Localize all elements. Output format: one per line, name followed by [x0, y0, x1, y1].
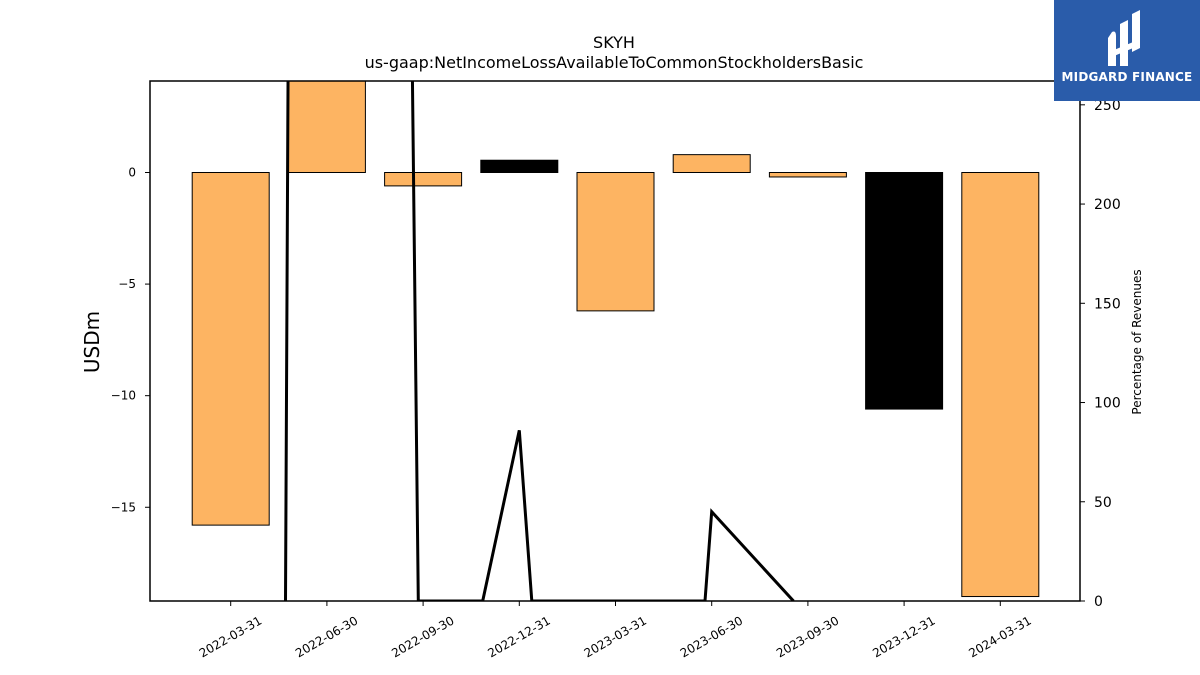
y2-tick-label: 250 — [1094, 98, 1121, 114]
y2-tick-label: 100 — [1094, 396, 1121, 412]
bar-2022-03-31 — [191, 172, 270, 526]
y-tick-label: −10 — [111, 389, 136, 403]
bar-2022-09-30 — [384, 172, 463, 187]
x-tick-label: 2024-03-31 — [966, 613, 1033, 660]
y-tick-label: −15 — [111, 500, 136, 514]
y-tick-label: 0 — [128, 166, 136, 180]
x-tick-label: 2023-09-30 — [774, 613, 841, 660]
x-tick-label: 2022-03-31 — [197, 613, 264, 660]
y2-axis-label: Percentage of Revenues — [1130, 269, 1144, 414]
bars-group — [191, 81, 1040, 598]
bar-2023-03-31 — [576, 172, 655, 312]
brand-logo: MIDGARD FINANCE — [1054, 0, 1200, 101]
y2-tick-label: 50 — [1094, 495, 1112, 511]
bar-2022-06-30 — [287, 81, 366, 174]
bar-2022-12-31 — [480, 159, 559, 174]
bar-2023-09-30 — [768, 172, 847, 178]
percentage-line — [284, 81, 795, 601]
y-tick-label: −5 — [118, 277, 136, 291]
x-tick-label: 2022-09-30 — [389, 613, 456, 660]
x-tick-label: 2022-12-31 — [485, 613, 552, 660]
x-tick-label: 2023-06-30 — [678, 613, 745, 660]
x-tick-label: 2022-06-30 — [293, 613, 360, 660]
midgard-logo-icon — [1108, 10, 1140, 66]
bar-2023-12-31 — [865, 172, 944, 410]
x-tick-label: 2023-03-31 — [582, 613, 649, 660]
y-axis-label: USDm — [80, 311, 104, 373]
y2-tick-label: 150 — [1094, 296, 1121, 312]
y2-tick-label: 200 — [1094, 197, 1121, 213]
y2-tick-label: 0 — [1094, 594, 1103, 610]
bar-2023-06-30 — [672, 154, 751, 174]
chart-subtitle: us-gaap:NetIncomeLossAvailableToCommonSt… — [365, 53, 864, 72]
line-layer — [284, 81, 795, 601]
chart-title: SKYH — [593, 33, 635, 52]
bar-2024-03-31 — [961, 172, 1040, 598]
x-tick-label: 2023-12-31 — [870, 613, 937, 660]
logo-text: MIDGARD FINANCE — [1061, 70, 1193, 84]
